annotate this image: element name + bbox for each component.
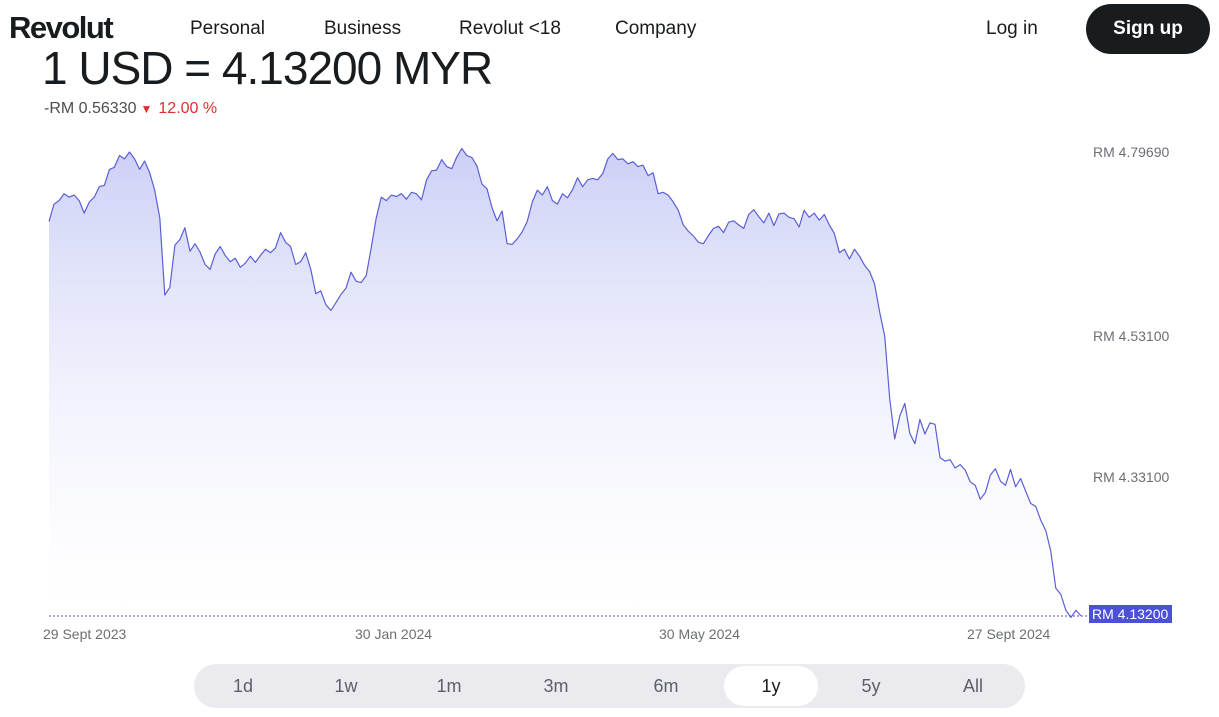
range-button-all[interactable]: All xyxy=(924,666,1022,706)
rate-change: -RM 0.56330 ▼ 12.00 % xyxy=(44,100,217,118)
revolut-logo[interactable]: Revolut xyxy=(9,10,114,45)
y-tick-label: RM 4.53100 xyxy=(1093,328,1169,344)
time-range-selector: 1d 1w 1m 3m 6m 1y 5y All xyxy=(194,664,1025,708)
nav-personal[interactable]: Personal xyxy=(190,18,265,39)
current-rate-badge xyxy=(1089,605,1172,623)
current-rate-label: RM 4.13200 xyxy=(1092,606,1168,622)
chart-area-fill xyxy=(49,148,1081,618)
change-percent: 12.00 % xyxy=(158,100,218,117)
chart-series-line xyxy=(48,147,1082,618)
y-tick-label: RM 4.33100 xyxy=(1093,469,1169,485)
x-tick-label: 27 Sept 2024 xyxy=(967,626,1051,642)
nav-company[interactable]: Company xyxy=(615,18,697,39)
range-button-3m[interactable]: 3m xyxy=(507,666,605,706)
x-tick-label: 29 Sept 2023 xyxy=(43,626,127,642)
login-link[interactable]: Log in xyxy=(986,18,1038,39)
exchange-rate-title: 1 USD = 4.13200 MYR xyxy=(42,42,493,94)
y-tick-label: RM 4.79690 xyxy=(1093,144,1169,160)
signup-button[interactable]: Sign up xyxy=(1086,4,1210,54)
nav-revolut-under-18[interactable]: Revolut <18 xyxy=(459,18,561,39)
range-button-1d[interactable]: 1d xyxy=(194,666,292,706)
down-triangle-icon: ▼ xyxy=(140,102,153,116)
rate-chart[interactable]: RM 4.79690 RM 4.53100 RM 4.33100 RM 4.13… xyxy=(0,130,1219,660)
range-button-1m[interactable]: 1m xyxy=(400,666,498,706)
range-button-6m[interactable]: 6m xyxy=(617,666,715,706)
range-button-1w[interactable]: 1w xyxy=(297,666,395,706)
nav-business[interactable]: Business xyxy=(324,18,402,39)
change-amount: -RM 0.56330 xyxy=(44,100,137,117)
x-tick-label: 30 May 2024 xyxy=(659,626,740,642)
range-button-5y[interactable]: 5y xyxy=(822,666,920,706)
range-button-1y[interactable]: 1y xyxy=(724,666,818,706)
x-tick-label: 30 Jan 2024 xyxy=(355,626,432,642)
